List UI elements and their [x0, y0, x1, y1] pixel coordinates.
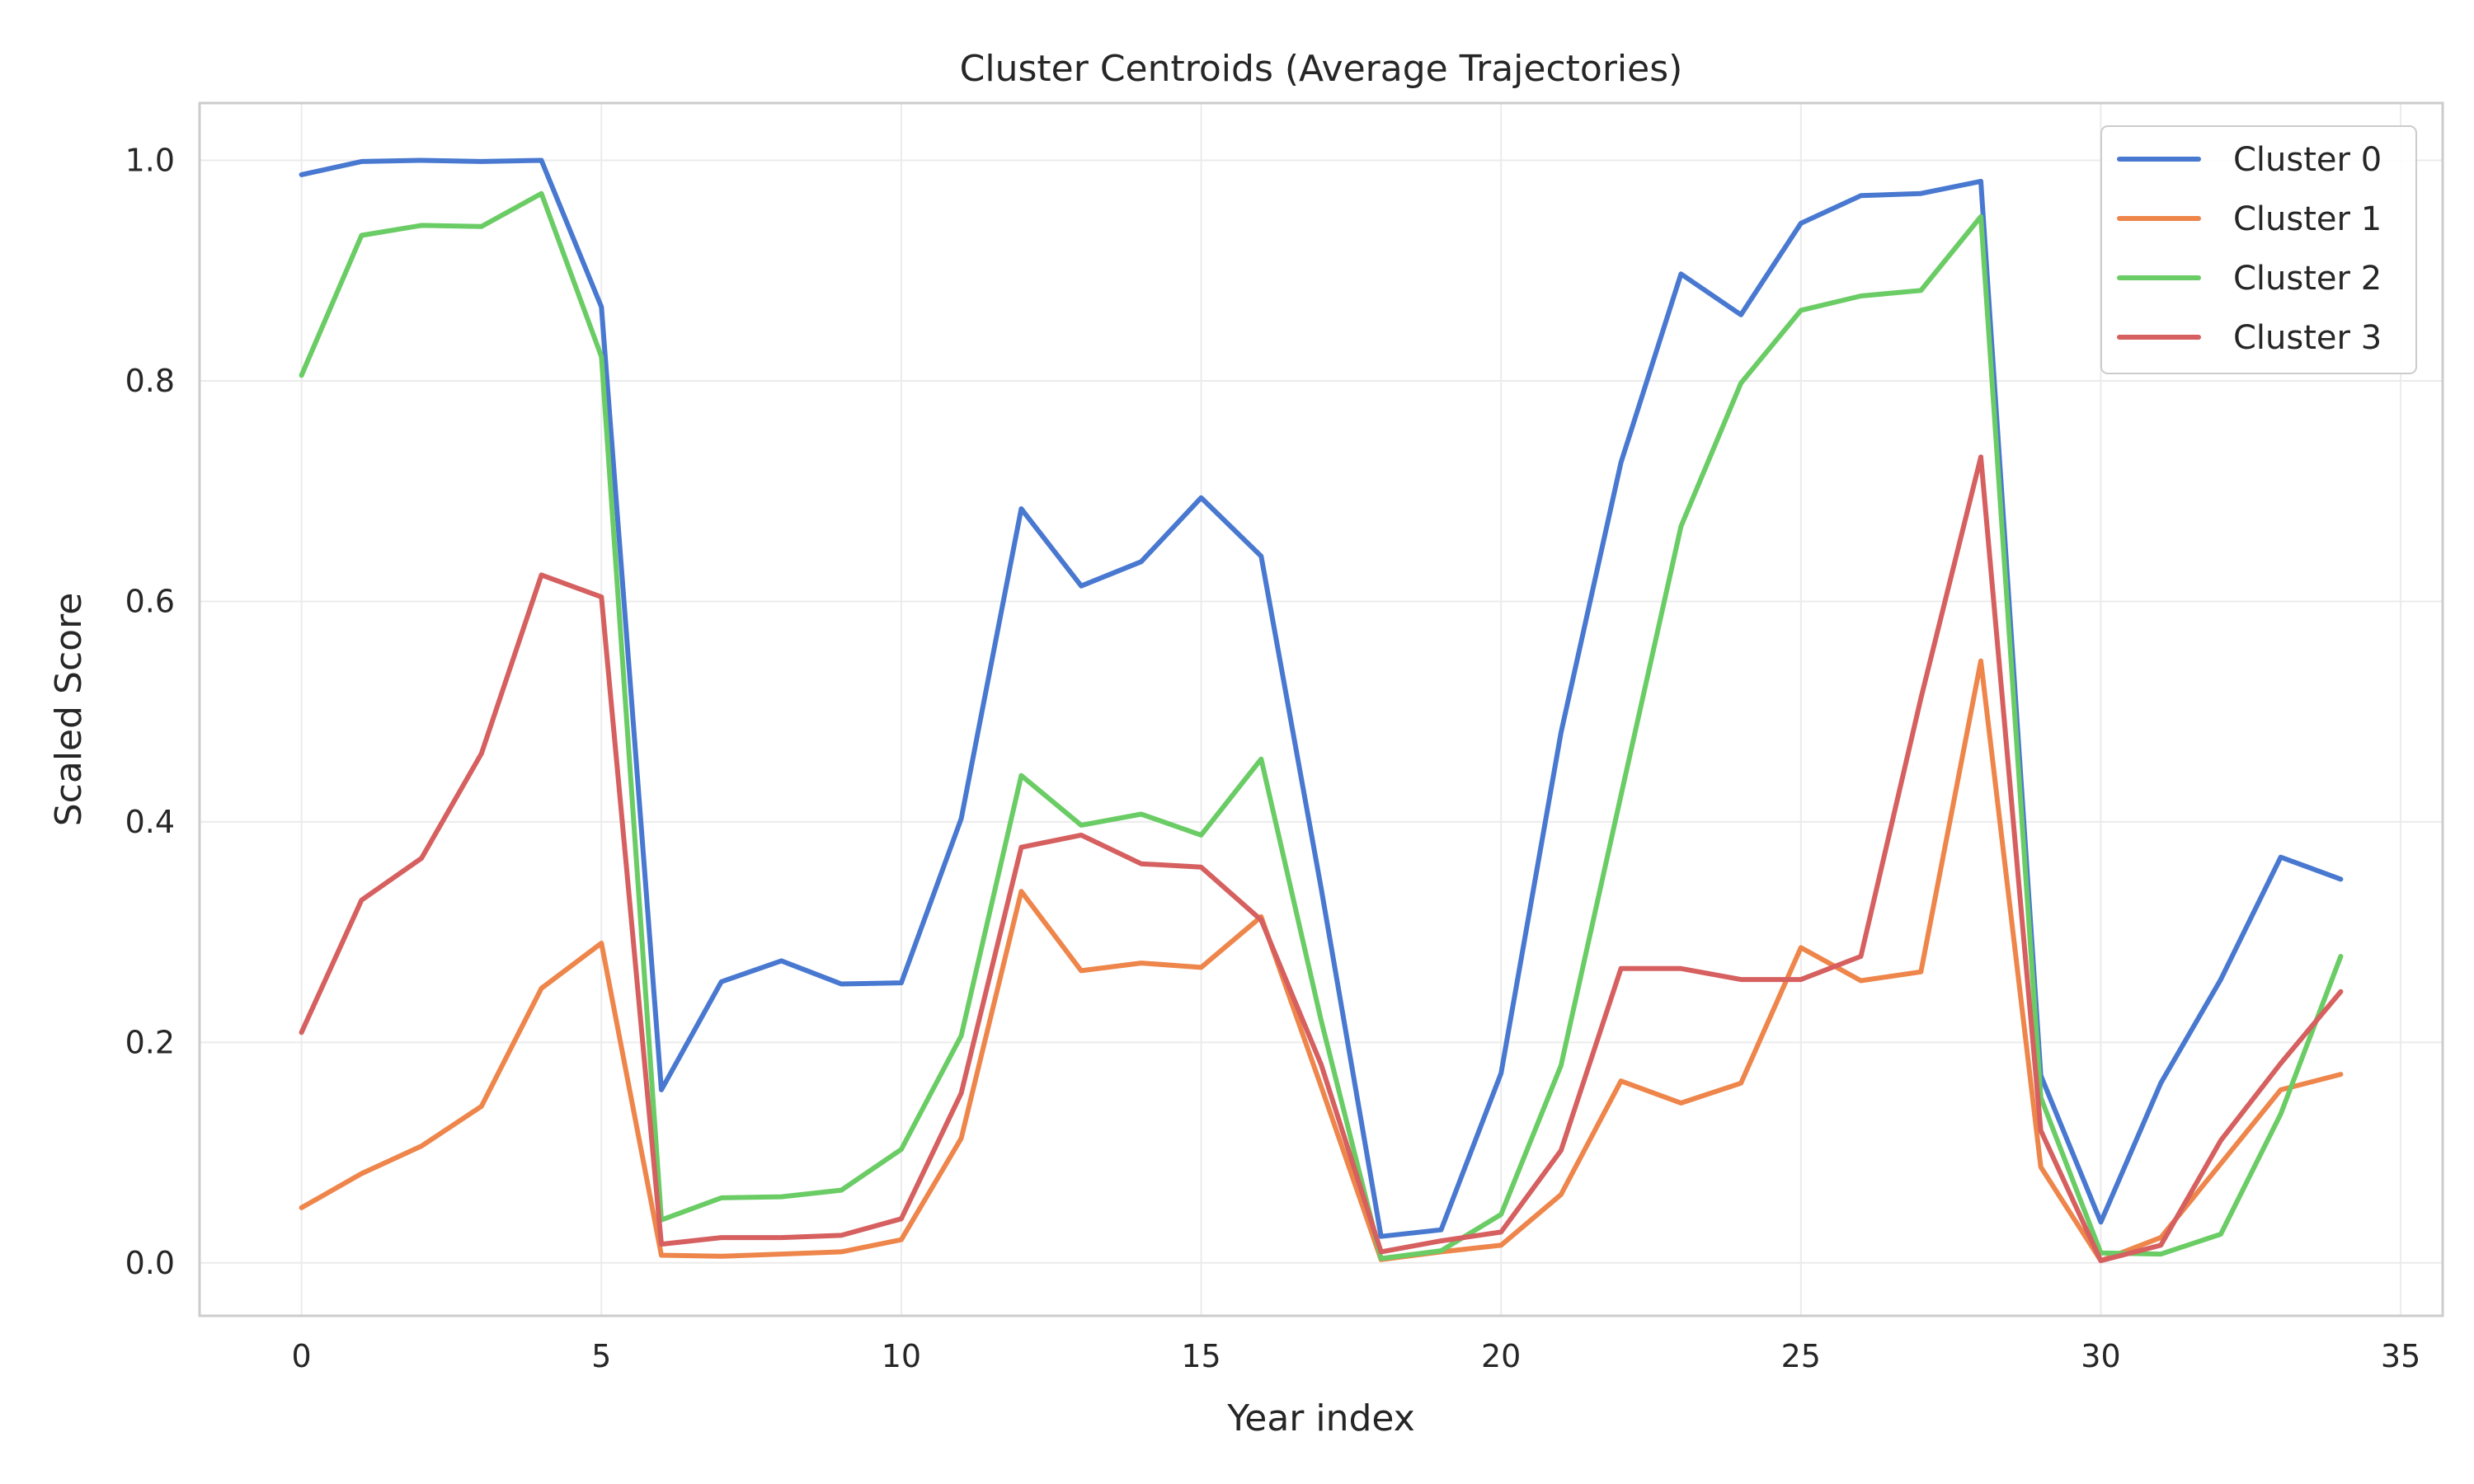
chart-title: Cluster Centroids (Average Trajectories)	[960, 48, 1683, 90]
y-tick-label: 0.6	[125, 583, 175, 619]
x-tick-label: 10	[882, 1338, 921, 1374]
series-lines	[299, 157, 2344, 1264]
axis-ticks: 0 5 10 15 20 25 30 35 0.0 0.2 0.4 0.6 0.8 1.0	[125, 143, 2421, 1374]
y-tick-label: 0.4	[125, 804, 175, 840]
legend: Cluster 0 Cluster 1 Cluster 2 Cluster 3	[2100, 125, 2417, 374]
x-tick-label: 5	[591, 1338, 611, 1374]
x-tick-label: 35	[2381, 1338, 2420, 1374]
x-tick-label: 25	[1781, 1338, 1821, 1374]
legend-box	[2100, 125, 2417, 374]
y-tick-label: 0.0	[125, 1245, 175, 1281]
y-tick-label: 0.2	[125, 1024, 175, 1060]
legend-label: Cluster 0	[2233, 141, 2382, 179]
plot-frame	[198, 101, 2444, 1317]
legend-label: Cluster 3	[2233, 319, 2382, 357]
series-line-cluster-2	[299, 190, 2344, 1261]
legend-label: Cluster 1	[2233, 200, 2382, 238]
x-tick-label: 0	[292, 1338, 312, 1374]
series-line-cluster-3	[299, 454, 2344, 1264]
x-tick-label: 20	[1481, 1338, 1521, 1374]
series-line-cluster-1	[299, 658, 2344, 1264]
x-tick-label: 15	[1181, 1338, 1221, 1374]
y-axis-label: Scaled Score	[48, 593, 90, 827]
y-tick-label: 0.8	[125, 363, 175, 399]
y-tick-label: 1.0	[125, 143, 175, 179]
legend-label: Cluster 2	[2233, 260, 2382, 298]
x-axis-label: Year index	[1226, 1397, 1415, 1439]
x-tick-label: 30	[2081, 1338, 2120, 1374]
